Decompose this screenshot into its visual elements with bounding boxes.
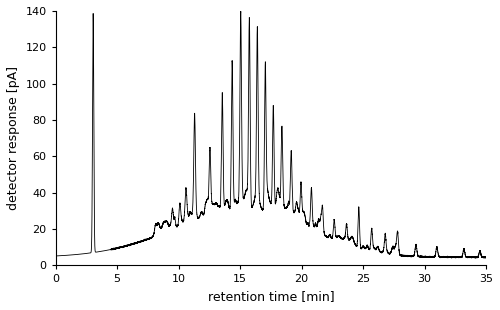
Y-axis label: detector response [pA]: detector response [pA]: [7, 66, 20, 210]
X-axis label: retention time [min]: retention time [min]: [208, 290, 334, 303]
